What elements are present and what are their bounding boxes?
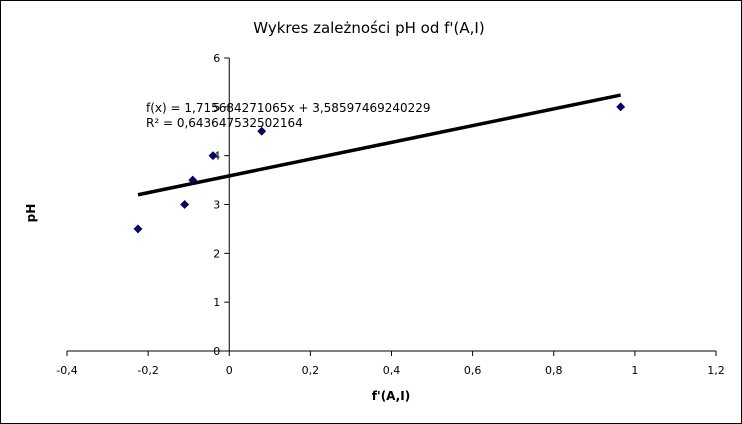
trendline-equation: f(x) = 1,715684271065x + 3,5859746924022… [146,101,431,115]
data-point [616,102,626,112]
x-tick-label: 1,2 [707,364,725,377]
x-tick-label: 0,2 [302,364,320,377]
x-axis-label: f'(A,I) [372,389,410,403]
y-axis-label: pH [24,204,38,223]
data-point [133,224,143,234]
chart-title: Wykres zależności pH od f'(A,I) [253,19,484,37]
y-tick-label: 2 [213,247,220,260]
axes [66,57,717,356]
y-tick-labels: 0123456 [213,52,220,358]
trendline-r2: R² = 0,643647532502164 [146,116,303,130]
data-point [188,175,198,185]
x-tick-label: 1 [631,364,638,377]
data-point [257,126,267,136]
x-tick-label: 0,8 [545,364,563,377]
x-tick-label: -0,4 [56,364,77,377]
y-tick-label: 0 [213,345,220,358]
y-tick-label: 3 [213,199,220,212]
y-tick-label: 5 [213,101,220,114]
x-tick-label: 0,6 [464,364,482,377]
x-tick-label: -0,2 [137,364,158,377]
x-tick-labels: -0,4 -0,2 0 0,2 0,4 0,6 0,8 1 1,2 [56,364,724,377]
x-tick-label: 0 [226,364,233,377]
y-tick-label: 1 [213,296,220,309]
data-point [208,151,218,161]
x-tick-label: 0,4 [383,364,401,377]
data-point [180,200,190,209]
y-tick-label: 6 [213,52,220,65]
trendline [137,93,622,197]
data-points [133,102,626,234]
